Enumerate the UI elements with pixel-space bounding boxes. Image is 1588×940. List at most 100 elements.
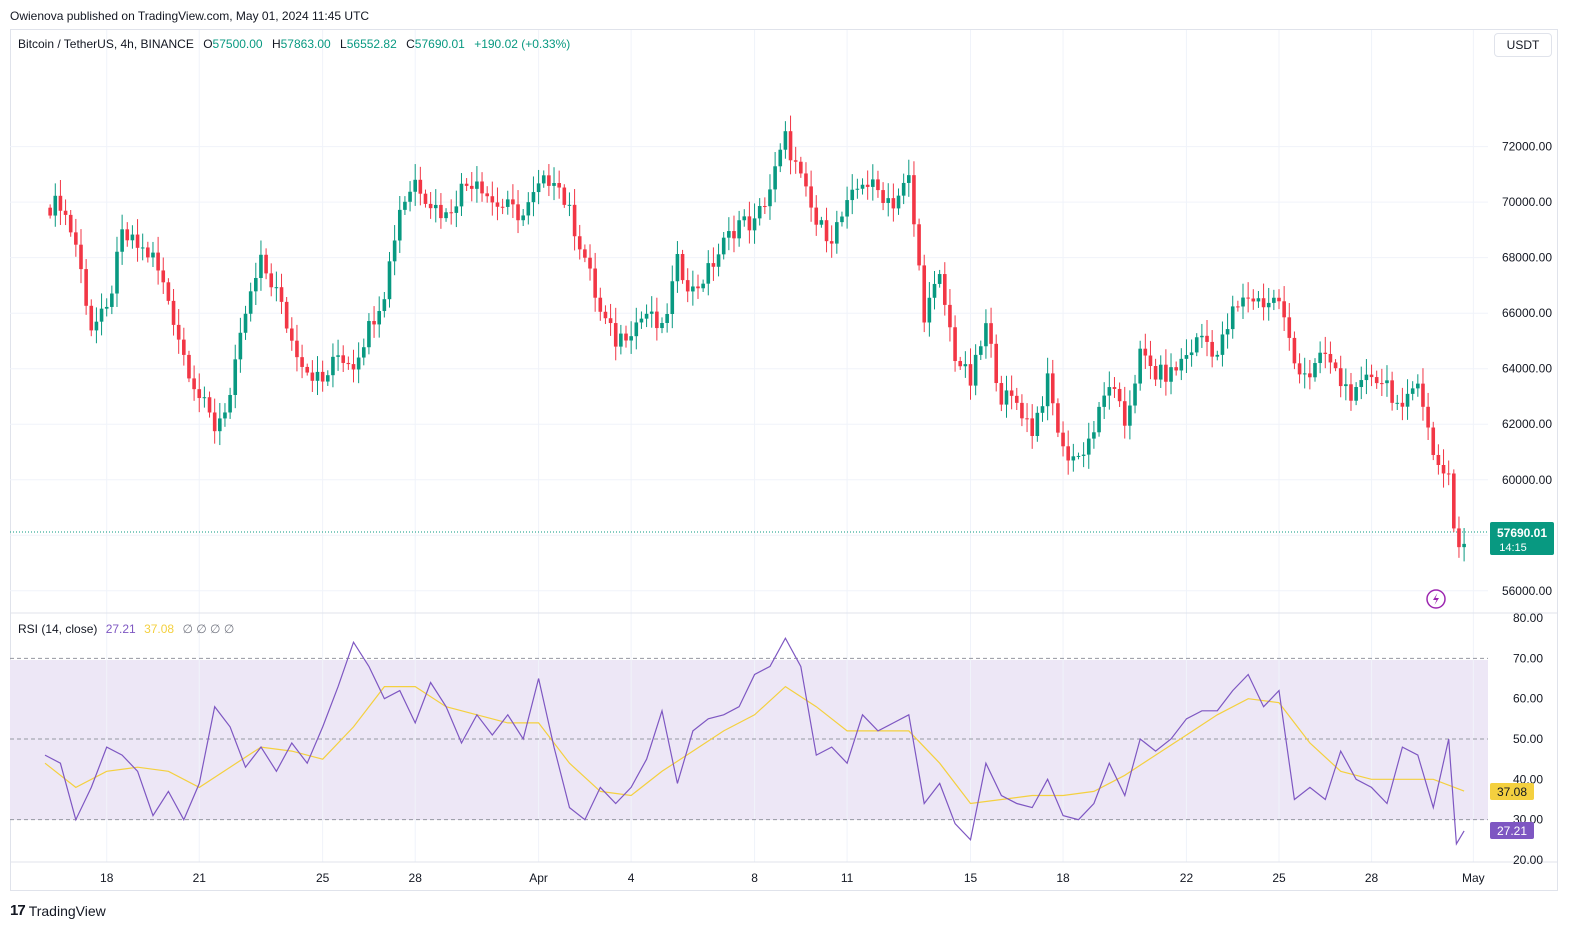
open-value: 57500.00 (212, 37, 263, 51)
candle-body (1436, 454, 1441, 466)
candle-body (1148, 355, 1153, 367)
candle-body (1215, 354, 1220, 357)
rsi-tick-label: 20.00 (1513, 853, 1543, 867)
rsi-value-tag-bg (1490, 822, 1534, 839)
brand-name: TradingView (28, 902, 106, 919)
candle-body (238, 332, 243, 360)
candle-body (881, 190, 885, 203)
candle-body (110, 293, 114, 307)
candle-body (629, 336, 633, 341)
candle-body (1354, 387, 1358, 401)
close-label: C (406, 37, 415, 51)
candle-body (207, 397, 212, 413)
candle-body (1266, 302, 1271, 308)
candle-body (860, 184, 865, 189)
symbol-title[interactable]: Bitcoin / TetherUS, 4h, BINANCE (18, 37, 194, 51)
candle-body (819, 220, 824, 225)
candle-body (151, 252, 155, 258)
candle-body (176, 324, 181, 340)
candle-body (603, 311, 608, 319)
candle-body (572, 204, 577, 237)
last-price-tag-bg (1490, 522, 1554, 555)
candle-body (778, 149, 783, 167)
candle-body (984, 323, 988, 347)
candle-body (1380, 383, 1384, 385)
rsi-ma-tag: 37.08 (1490, 783, 1534, 800)
tradingview-brand[interactable]: 17 TradingView (10, 902, 106, 919)
candle-body (295, 340, 299, 358)
candle-body (259, 254, 263, 278)
candle-body (94, 321, 99, 331)
candle-body (1097, 406, 1101, 433)
time-tick-label: 21 (193, 871, 207, 885)
rsi-extra-values: ∅ ∅ ∅ ∅ (182, 622, 235, 636)
candle-body (973, 354, 978, 386)
close-value: 57690.01 (414, 37, 465, 51)
rsi-legend: RSI (14, close) 27.21 37.08 ∅ ∅ ∅ ∅ (18, 622, 234, 636)
candle-body (948, 304, 952, 328)
candle-body (917, 224, 921, 266)
currency-button[interactable]: USDT (1494, 33, 1552, 57)
candle-body (377, 311, 382, 325)
candle-body (809, 186, 813, 208)
candle-body (1390, 380, 1394, 403)
candle-body (763, 206, 767, 208)
candle-body (593, 268, 597, 298)
candle-body (1050, 373, 1055, 404)
time-tick-label: 25 (316, 871, 330, 885)
candle-body (963, 364, 968, 367)
price-tick-label: 64000.00 (1502, 362, 1552, 376)
candle-body (937, 274, 942, 284)
candle-body (464, 183, 469, 186)
candle-body (799, 161, 803, 174)
candle-body (1153, 366, 1158, 380)
high-value: 57863.00 (280, 37, 331, 51)
candle-body (1138, 348, 1142, 384)
candle-body (1236, 306, 1240, 308)
candle-body (233, 359, 238, 395)
candle-body (1292, 337, 1297, 364)
candle-body (1338, 368, 1343, 387)
candle-body (1308, 373, 1312, 378)
candle-body (865, 184, 870, 187)
candle-body (197, 389, 202, 399)
candle-body (649, 311, 654, 314)
time-tick-label: May (1462, 871, 1485, 885)
candle-body (1220, 334, 1225, 355)
candle-body (1446, 473, 1451, 475)
rsi-tick-label: 80.00 (1513, 611, 1543, 625)
candle-body (1169, 367, 1173, 382)
candle-body (346, 362, 351, 365)
candle-body (104, 306, 109, 309)
candle-body (1086, 438, 1091, 455)
rsi-ma-tag-bg (1490, 783, 1534, 800)
time-tick-label: 11 (841, 871, 854, 885)
candle-body (613, 323, 618, 347)
candle-body (727, 231, 731, 238)
rsi-title[interactable]: RSI (14, close) (18, 622, 98, 636)
price-tick-label: 68000.00 (1502, 251, 1552, 265)
candle-body (1256, 298, 1261, 302)
candle-body (1328, 353, 1333, 363)
candle-body (1277, 297, 1281, 302)
candle-body (850, 189, 855, 201)
candle-body (1128, 405, 1132, 426)
lightning-bolt-icon[interactable] (1426, 589, 1446, 609)
candle-body (577, 236, 582, 250)
candle-body (752, 218, 757, 231)
price-tick-label: 56000.00 (1502, 584, 1552, 598)
candle-body (372, 321, 376, 325)
last-price-tag: 57690.01 14:15 (1490, 522, 1554, 555)
candle-body (1092, 432, 1096, 439)
candle-body (845, 200, 849, 217)
rsi-band-fill (10, 660, 1488, 820)
candle-body (1194, 337, 1199, 353)
candle-body (855, 188, 860, 190)
candle-body (994, 343, 999, 384)
candle-body (773, 166, 777, 190)
candle-body (1056, 403, 1060, 433)
candle-body (48, 207, 52, 216)
candle-body (608, 318, 613, 324)
time-axis[interactable]: 18 21 25 28 Apr 4 8 11 15 18 22 25 28 May (100, 871, 1485, 885)
